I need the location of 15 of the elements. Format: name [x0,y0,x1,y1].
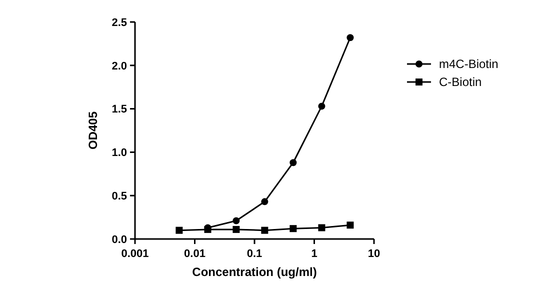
legend-label: C-Biotin [439,75,482,90]
y-tick-label: 1.0 [112,147,127,160]
x-tick-label: 1 [311,248,318,260]
y-tick-label: 2.5 [112,16,127,29]
y-axis-title: OD405 [86,111,100,150]
x-tick-label: 0.01 [184,248,206,260]
x-axis-title: Concentration (ug/ml) [192,265,317,279]
y-tick-label: 0.5 [112,190,127,202]
y-tick-label: 1.5 [112,104,127,116]
legend-label: m4C-Biotin [439,57,498,72]
y-tick-label: 0.0 [112,234,127,246]
x-tick-label: 0.1 [246,248,262,260]
y-tick-label: 2.0 [112,60,127,72]
x-tick-label: 0.001 [121,248,149,260]
x-tick-label: 10 [368,248,380,260]
